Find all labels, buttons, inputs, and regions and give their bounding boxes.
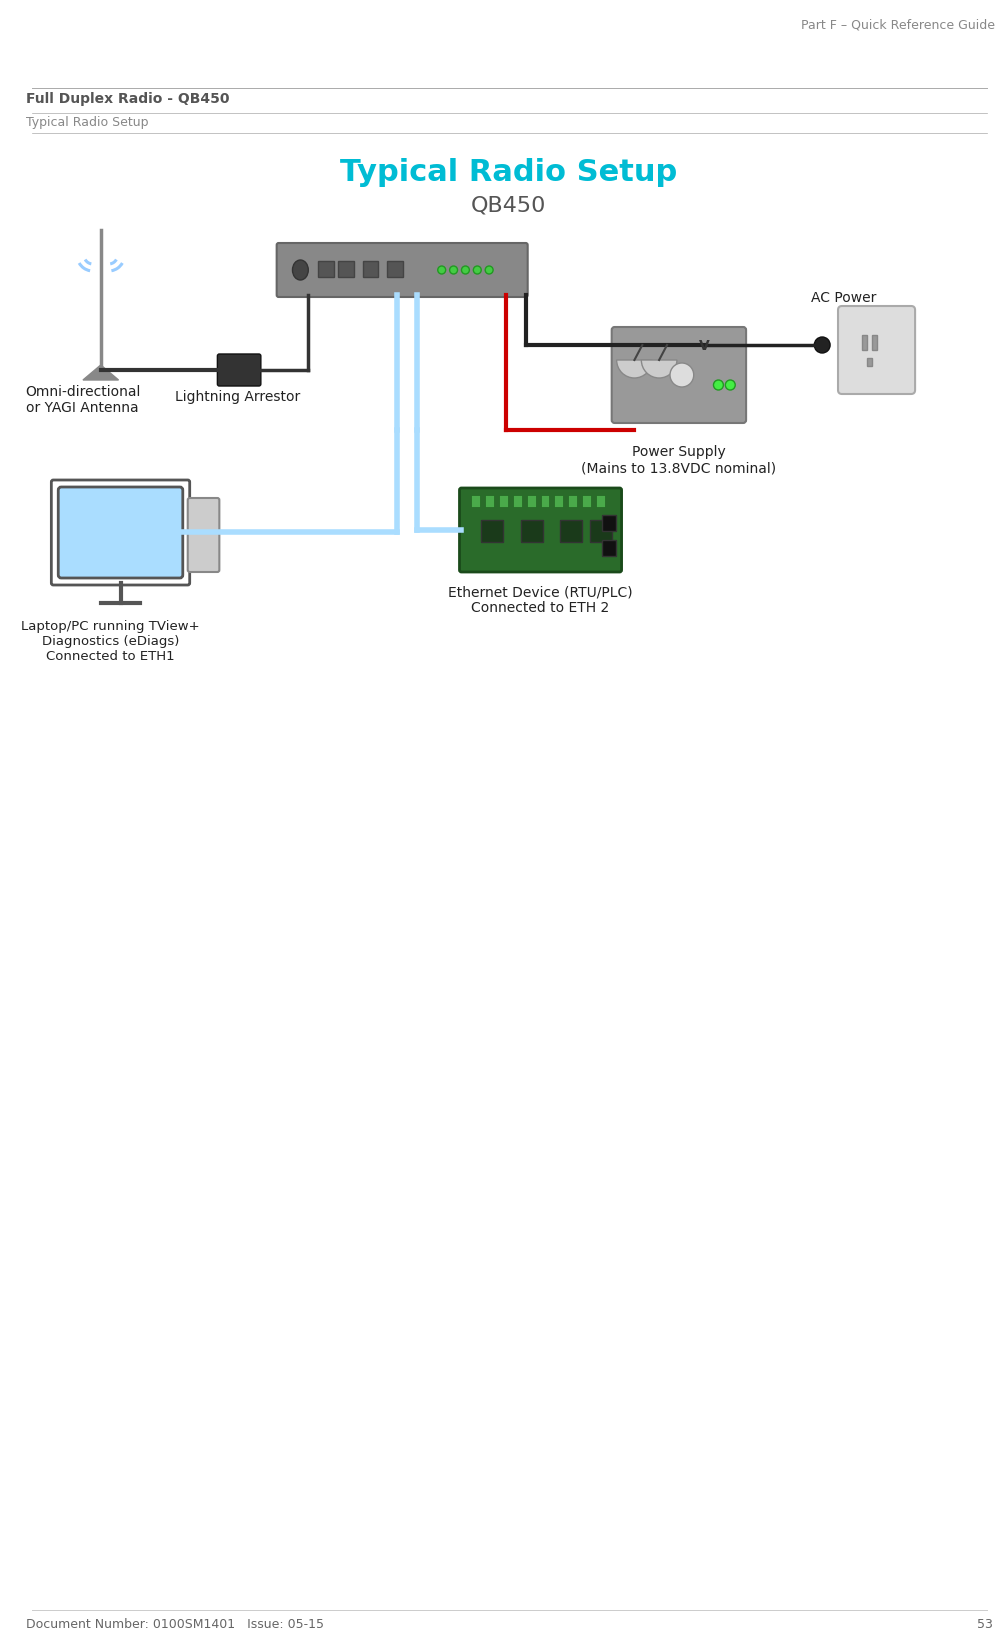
Bar — [527, 494, 536, 507]
Circle shape — [815, 337, 830, 354]
FancyBboxPatch shape — [58, 486, 183, 578]
Bar — [513, 494, 522, 507]
Bar — [521, 521, 543, 542]
Text: Laptop/PC running TView+
Diagnostics (eDiags)
Connected to ETH1: Laptop/PC running TView+ Diagnostics (eD… — [21, 620, 200, 663]
Circle shape — [449, 265, 457, 273]
Text: Ethernet Device (RTU/PLC)
Connected to ETH 2: Ethernet Device (RTU/PLC) Connected to E… — [448, 584, 632, 616]
Bar — [471, 494, 480, 507]
Circle shape — [714, 380, 723, 390]
Bar — [499, 494, 508, 507]
Bar — [568, 494, 577, 507]
Text: Omni-directional
or YAGI Antenna: Omni-directional or YAGI Antenna — [25, 385, 141, 416]
Bar — [596, 494, 605, 507]
Text: Lightning Arrestor: Lightning Arrestor — [175, 390, 300, 404]
Text: V: V — [699, 339, 709, 354]
Wedge shape — [641, 360, 677, 378]
Bar — [602, 516, 615, 530]
Text: Part F – Quick Reference Guide: Part F – Quick Reference Guide — [802, 18, 995, 31]
FancyBboxPatch shape — [459, 488, 621, 571]
FancyBboxPatch shape — [611, 327, 746, 422]
Bar — [602, 540, 615, 557]
Circle shape — [461, 265, 469, 273]
Bar — [560, 521, 582, 542]
Text: Typical Radio Setup: Typical Radio Setup — [25, 116, 148, 129]
Bar — [481, 521, 502, 542]
Circle shape — [670, 363, 694, 386]
Circle shape — [473, 265, 481, 273]
Bar — [485, 494, 494, 507]
Polygon shape — [83, 365, 119, 380]
FancyBboxPatch shape — [277, 242, 528, 296]
Bar — [388, 260, 403, 277]
Wedge shape — [616, 360, 653, 378]
Bar — [363, 260, 379, 277]
Bar — [862, 336, 867, 350]
Text: Typical Radio Setup: Typical Radio Setup — [340, 159, 678, 187]
Circle shape — [438, 265, 446, 273]
Circle shape — [485, 265, 493, 273]
Bar — [338, 260, 353, 277]
Bar — [582, 494, 591, 507]
Text: Document Number: 0100SM1401   Issue: 05-15: Document Number: 0100SM1401 Issue: 05-15 — [25, 1619, 323, 1632]
Bar — [555, 494, 563, 507]
Text: QB450: QB450 — [471, 195, 547, 214]
Bar — [541, 494, 550, 507]
Ellipse shape — [292, 260, 308, 280]
FancyBboxPatch shape — [218, 354, 261, 386]
Text: AC Power: AC Power — [812, 291, 876, 304]
Text: Full Duplex Radio - QB450: Full Duplex Radio - QB450 — [25, 92, 230, 106]
FancyBboxPatch shape — [187, 498, 220, 571]
Bar — [590, 521, 611, 542]
Bar — [867, 359, 872, 367]
Circle shape — [725, 380, 735, 390]
FancyBboxPatch shape — [838, 306, 915, 395]
Bar — [872, 336, 876, 350]
Bar — [318, 260, 334, 277]
Text: 53: 53 — [977, 1619, 993, 1632]
Text: Power Supply
(Mains to 13.8VDC nominal): Power Supply (Mains to 13.8VDC nominal) — [581, 445, 776, 475]
